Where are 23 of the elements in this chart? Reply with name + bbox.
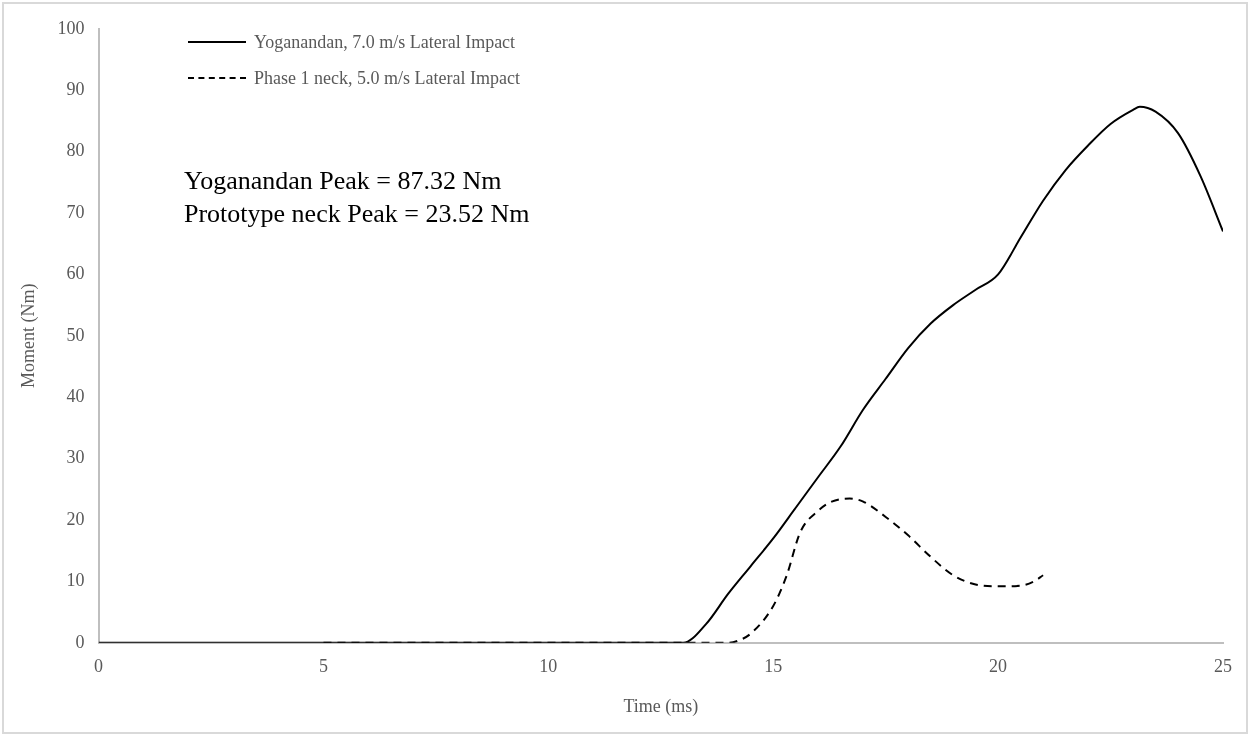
y-tick-label: 60 <box>66 263 85 284</box>
annotation: Yoganandan Peak = 87.32 Nm <box>184 165 503 197</box>
y-tick-label: 20 <box>66 508 85 529</box>
y-tick-label: 80 <box>66 140 85 161</box>
y-tick-label: 70 <box>66 201 85 222</box>
x-tick-label: 20 <box>989 656 1008 677</box>
x-tick-label: 15 <box>764 656 783 677</box>
y-tick-label: 40 <box>66 385 85 406</box>
y-tick-label: 10 <box>66 570 85 591</box>
x-tick-label: 5 <box>318 656 328 677</box>
y-tick-label: 100 <box>57 17 85 38</box>
x-tick-label: 0 <box>94 656 104 677</box>
y-tick-label: 0 <box>75 631 85 652</box>
y-tick-label: 50 <box>66 324 85 345</box>
y-tick-label: 90 <box>66 78 85 99</box>
x-tick-label: 10 <box>539 656 558 677</box>
x-axis-title: Time (ms) <box>623 695 699 717</box>
y-tick-label: 30 <box>66 447 85 468</box>
annotation: Prototype neck Peak = 23.52 Nm <box>184 198 530 230</box>
legend-label: Yoganandan, 7.0 m/s Lateral Impact <box>254 31 516 53</box>
legend-label: Phase 1 neck, 5.0 m/s Lateral Impact <box>254 67 520 89</box>
x-tick-label: 25 <box>1214 656 1232 677</box>
y-axis-title: Moment (Nm) <box>17 283 39 389</box>
